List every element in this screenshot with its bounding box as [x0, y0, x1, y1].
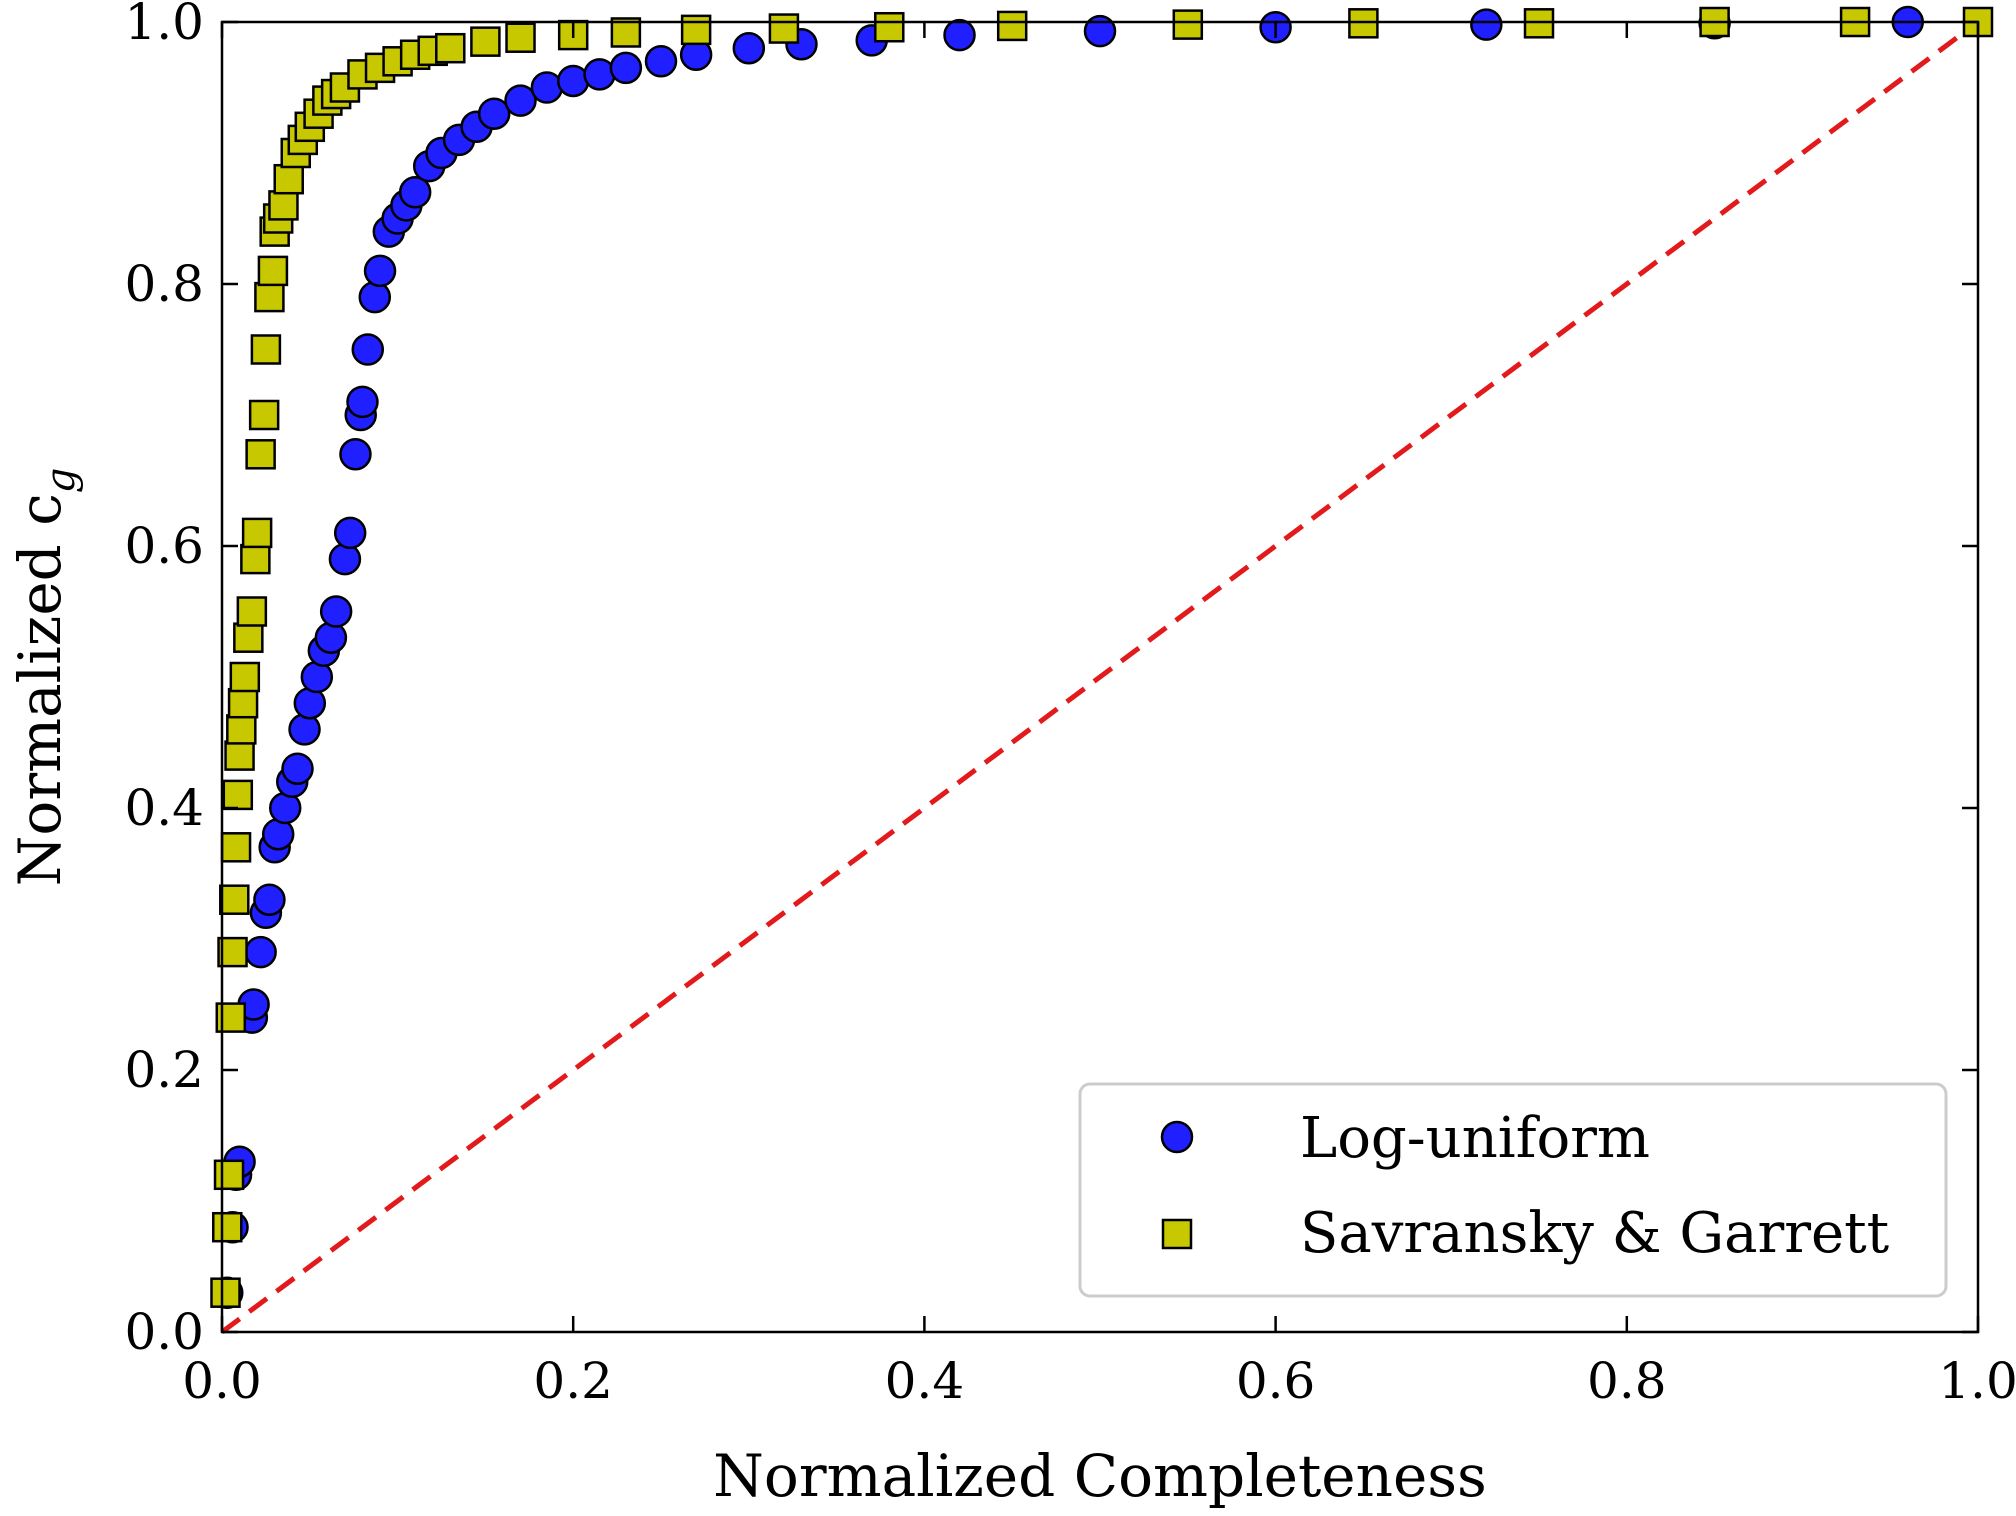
point-log-uniform: [556, 64, 590, 98]
legend-marker-log-uniform: [1160, 1120, 1194, 1154]
x-tick-label: 0.6: [1236, 1352, 1316, 1410]
series-0: [211, 5, 1925, 1309]
legend-label-log-uniform: Log-uniform: [1300, 1106, 1650, 1171]
y-tick-label: 0.8: [124, 255, 204, 313]
point-log-uniform: [609, 51, 643, 85]
point-log-uniform: [943, 18, 976, 52]
point-savransky-garrett: [226, 714, 257, 745]
point-savransky-garrett: [768, 13, 800, 44]
point-log-uniform: [504, 84, 537, 117]
point-log-uniform: [398, 176, 432, 209]
point-log-uniform: [644, 45, 678, 78]
point-savransky-garrett: [347, 59, 378, 90]
point-savransky-garrett: [236, 596, 268, 627]
x-tick-label: 0.8: [1587, 1352, 1667, 1410]
x-axis-label: Normalized Completeness: [713, 1442, 1487, 1510]
point-savransky-garrett: [257, 255, 289, 287]
y-axis-label-group: Normalized cg: [6, 468, 84, 887]
y-axis-label-subscript: g: [38, 468, 84, 494]
point-savransky-garrett: [212, 1211, 243, 1243]
x-tick-label: 0.0: [182, 1352, 262, 1410]
point-savransky-garrett: [254, 281, 285, 313]
point-log-uniform: [328, 542, 362, 576]
point-savransky-garrett: [213, 1159, 245, 1191]
legend-label-savransky-garrett: Savransky & Garrett: [1300, 1201, 1890, 1266]
x-tick-label: 0.4: [885, 1352, 965, 1410]
point-savransky-garrett: [1523, 8, 1555, 39]
point-log-uniform: [477, 97, 511, 130]
y-tick-label: 0.0: [124, 1303, 204, 1361]
point-log-uniform: [583, 58, 616, 91]
point-savransky-garrett: [470, 26, 501, 57]
point-savransky-garrett: [1348, 8, 1379, 39]
point-savransky-garrett: [224, 740, 255, 771]
point-savransky-garrett: [680, 14, 712, 46]
svg-text:Normalized cg: Normalized cg: [6, 468, 84, 887]
reference-line: [220, 19, 1980, 1335]
point-savransky-garrett: [1172, 9, 1204, 40]
point-log-uniform: [530, 71, 564, 104]
point-log-uniform: [1470, 8, 1503, 41]
legend-marker-savransky-garrett: [1161, 1218, 1193, 1250]
y-tick-label: 0.2: [124, 1041, 204, 1099]
point-savransky-garrett: [240, 543, 271, 575]
point-savransky-garrett: [996, 10, 1028, 42]
point-savransky-garrett: [222, 779, 254, 811]
point-savransky-garrett: [245, 439, 276, 470]
point-log-uniform: [253, 883, 286, 916]
x-tick-label: 1.0: [1938, 1352, 2016, 1410]
point-log-uniform: [244, 935, 277, 969]
point-log-uniform: [346, 385, 379, 419]
y-axis-label: Normalized c: [6, 493, 74, 886]
point-log-uniform: [358, 280, 392, 314]
point-savransky-garrett: [435, 32, 466, 64]
point-savransky-garrett: [268, 190, 299, 221]
point-log-uniform: [732, 31, 766, 65]
point-savransky-garrett: [273, 163, 304, 195]
legend: Log-uniform Savransky & Garrett: [1078, 1082, 1948, 1298]
point-savransky-garrett: [227, 687, 259, 719]
y-tick-label: 0.6: [124, 517, 204, 575]
point-savransky-garrett: [233, 622, 264, 653]
point-savransky-garrett: [219, 884, 250, 915]
axis-ticks: 0.0 0.2 0.4 0.6 0.8 1.0 0.0 0.2 0.4 0.6 0.8 1.0: [124, 0, 2016, 1410]
plot-frame: [220, 20, 1980, 1334]
point-savransky-garrett: [248, 399, 280, 431]
point-savransky-garrett: [220, 832, 252, 863]
point-savransky-garrett: [505, 22, 536, 53]
point-log-uniform: [288, 713, 321, 746]
y-tick-label: 0.4: [124, 779, 204, 837]
point-log-uniform: [314, 621, 348, 654]
chart-marks: [210, 5, 1994, 1335]
point-log-uniform: [363, 254, 397, 288]
point-savransky-garrett: [210, 1277, 241, 1308]
point-log-uniform: [339, 438, 372, 471]
point-savransky-garrett: [229, 661, 261, 693]
legend-box: [1078, 1082, 1948, 1298]
point-log-uniform: [351, 333, 384, 366]
y-tick-label: 1.0: [124, 0, 204, 51]
point-log-uniform: [319, 595, 353, 628]
point-savransky-garrett: [250, 334, 282, 365]
point-log-uniform: [281, 752, 314, 785]
x-tick-label: 0.2: [533, 1352, 613, 1410]
point-log-uniform: [333, 516, 367, 550]
point-savransky-garrett: [874, 11, 905, 43]
point-log-uniform: [1083, 14, 1117, 48]
point-savransky-garrett: [241, 517, 273, 549]
